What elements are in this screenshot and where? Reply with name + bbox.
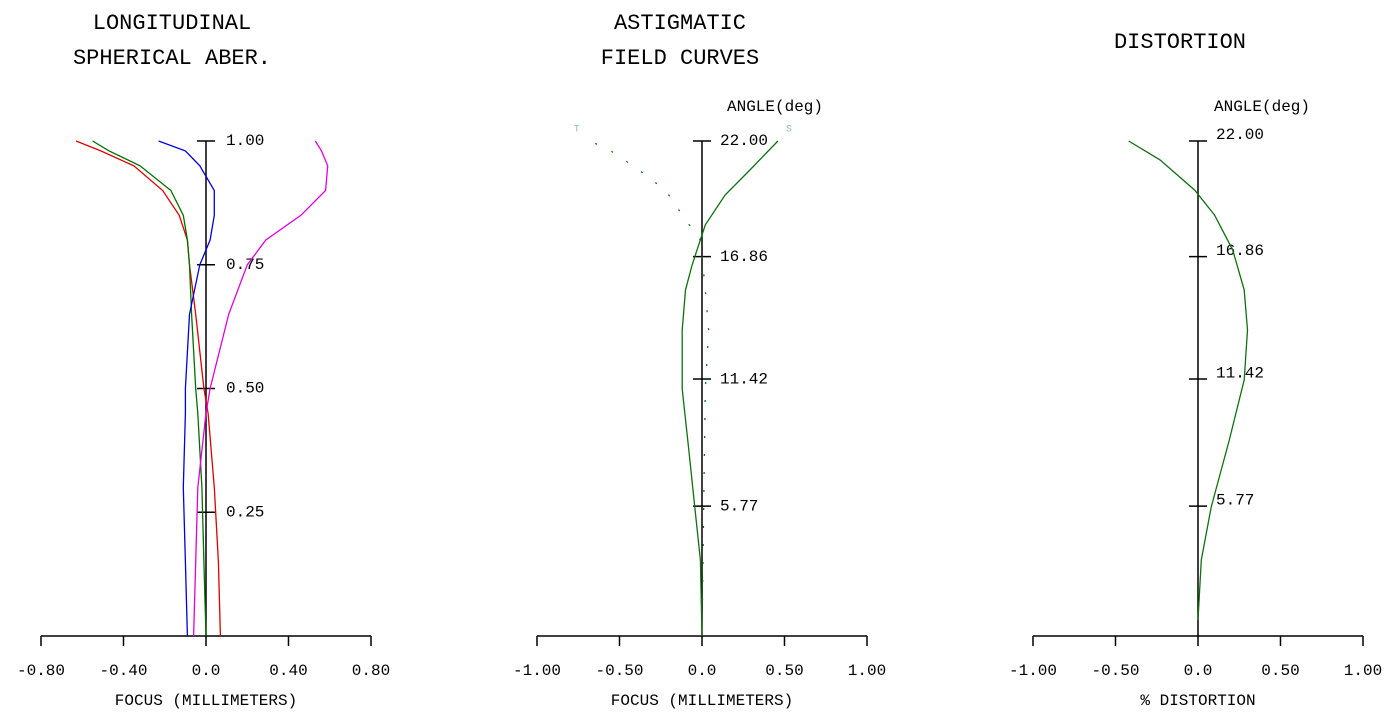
x-tick-label: 0.80	[352, 662, 390, 680]
x-tick-label: -0.50	[595, 662, 643, 680]
x-tick-label: 0.40	[269, 662, 307, 680]
chart-title: LONGITUDINAL	[93, 11, 251, 36]
y-tick-label: 16.86	[1216, 242, 1264, 260]
y-tick-label: 16.86	[720, 248, 768, 266]
y-tick-label: 5.77	[720, 497, 758, 515]
y-tick-label: 5.77	[1216, 491, 1254, 509]
curve	[1128, 140, 1249, 621]
x-tick-label: 1.00	[1344, 662, 1382, 680]
x-tick-label: -1.00	[1009, 662, 1057, 680]
y-tick-label: 0.50	[226, 380, 264, 398]
x-tick-label: -1.00	[513, 662, 561, 680]
x-axis-label: FOCUS (MILLIMETERS)	[611, 692, 793, 710]
curve	[681, 140, 779, 637]
y-axis-label: ANGLE(deg)	[727, 98, 823, 116]
curve	[158, 140, 215, 637]
legend-label: S	[786, 125, 792, 136]
x-tick-label: 0.0	[1184, 662, 1213, 680]
x-tick-label: 0.0	[688, 662, 717, 680]
x-axis-label: % DISTORTION	[1140, 692, 1255, 710]
y-axis-label: ANGLE(deg)	[1214, 98, 1310, 116]
y-tick-label: 11.42	[720, 370, 768, 388]
x-tick-label: -0.50	[1091, 662, 1139, 680]
y-tick-label: 11.42	[1216, 364, 1264, 382]
x-tick-label: 0.50	[1261, 662, 1299, 680]
chart-title: FIELD CURVES	[601, 46, 759, 71]
legend-label: T	[574, 125, 580, 136]
curve	[92, 140, 207, 637]
x-tick-label: -0.40	[99, 662, 147, 680]
chart-title: DISTORTION	[1114, 30, 1246, 55]
x-tick-label: 0.0	[192, 662, 221, 680]
y-tick-label: 22.00	[1216, 126, 1264, 144]
curve	[192, 140, 329, 637]
chart-title: SPHERICAL ABER.	[73, 46, 271, 71]
x-axis-label: FOCUS (MILLIMETERS)	[115, 692, 297, 710]
curve	[589, 140, 710, 637]
chart-title: ASTIGMATIC	[614, 11, 746, 36]
x-tick-label: -0.80	[17, 662, 65, 680]
y-tick-label: 0.25	[226, 503, 264, 521]
x-tick-label: 0.50	[765, 662, 803, 680]
y-tick-label: 22.00	[720, 132, 768, 150]
y-tick-label: 0.75	[226, 256, 264, 274]
y-tick-label: 1.00	[226, 132, 264, 150]
x-tick-label: 1.00	[848, 662, 886, 680]
